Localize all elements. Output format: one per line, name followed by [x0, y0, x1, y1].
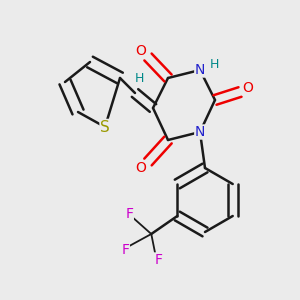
Text: S: S	[100, 119, 110, 134]
Text: O: O	[243, 81, 254, 95]
Text: O: O	[136, 161, 146, 175]
Text: H: H	[209, 58, 219, 70]
Text: F: F	[125, 207, 133, 221]
Text: N: N	[195, 63, 205, 77]
Text: F: F	[154, 253, 162, 267]
Text: H: H	[134, 73, 144, 85]
Text: N: N	[195, 125, 205, 139]
Text: O: O	[136, 44, 146, 58]
Text: F: F	[121, 243, 129, 257]
